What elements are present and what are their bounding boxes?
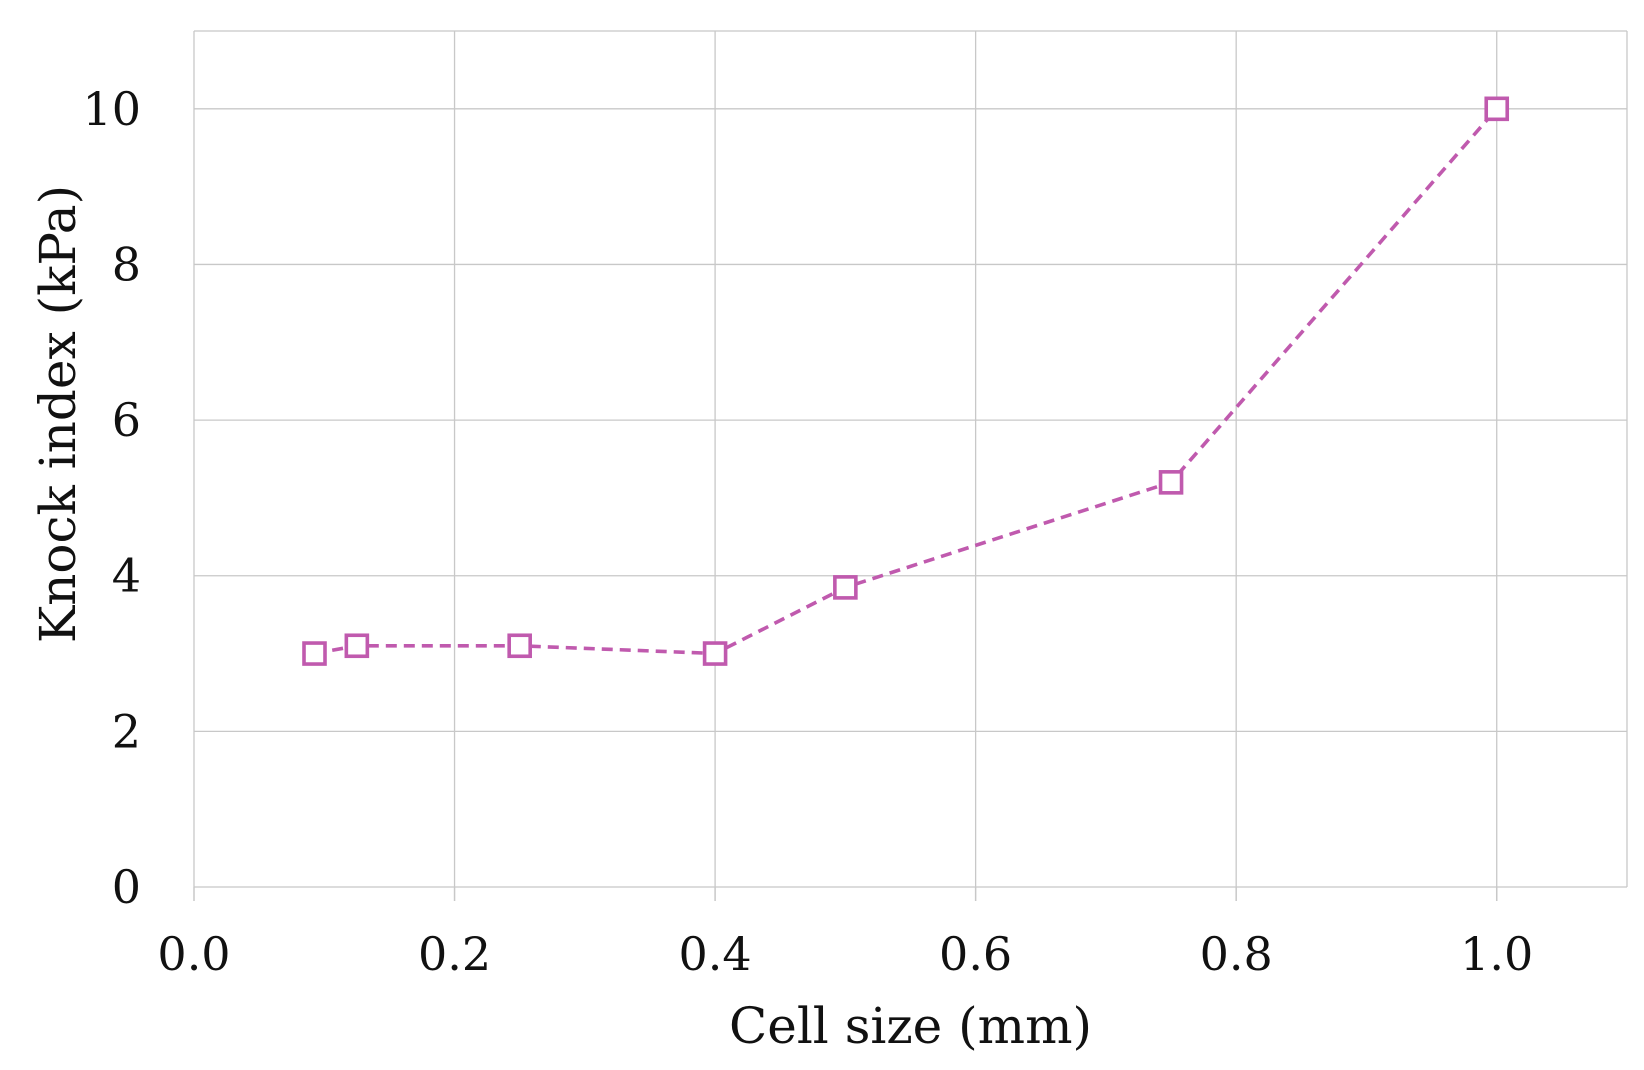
x-tick-label: 0.2 (418, 927, 491, 981)
data-point-marker (1158, 470, 1184, 495)
axis-layer (193, 887, 1498, 901)
x-axis-title: Cell size (mm) (729, 997, 1092, 1055)
y-tick-label: 8 (112, 237, 141, 291)
data-point-marker (344, 633, 370, 659)
y-tick-label: 2 (112, 704, 141, 758)
data-point-marker (302, 641, 327, 666)
x-tick-label: 0.6 (939, 927, 1012, 981)
data-point-marker (833, 575, 858, 600)
y-tick-label: 10 (82, 82, 141, 136)
series-layer (302, 96, 1510, 666)
x-tick-label: 0.8 (1200, 927, 1273, 981)
label-layer: Cell size (mm) Knock index (kPa) 0.0 0.2 0… (29, 82, 1533, 1055)
y-tick-label: 0 (112, 860, 141, 914)
y-axis-title: Knock index (kPa) (29, 185, 87, 643)
y-tick-label: 4 (112, 549, 141, 603)
grid-layer (193, 30, 1628, 888)
x-tick-label: 0.0 (157, 927, 230, 981)
y-tick-label: 6 (112, 393, 141, 447)
x-tick-label: 1.0 (1460, 927, 1533, 981)
data-point-marker (1484, 96, 1510, 122)
x-tick-label: 0.4 (679, 927, 752, 981)
data-point-marker (507, 633, 532, 659)
series-line (314, 107, 1499, 656)
data-point-marker (702, 641, 728, 666)
